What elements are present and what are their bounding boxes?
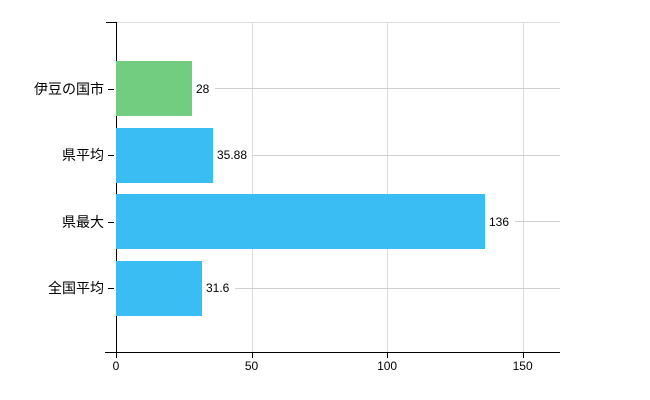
- category-label: 県平均: [62, 147, 104, 164]
- bar-row: 全国平均 31.6: [0, 260, 650, 316]
- bar: [116, 61, 192, 116]
- y-axis-line: [116, 22, 117, 352]
- vertical-gridline: [522, 22, 524, 352]
- x-axis-tick-label: 50: [244, 359, 259, 373]
- bar: [116, 194, 485, 250]
- x-axis-tick: [251, 352, 253, 358]
- plot-top-border: [116, 22, 560, 23]
- x-axis-tick: [522, 352, 524, 358]
- x-axis-line: [105, 352, 560, 353]
- x-axis-tick-label: 0: [112, 359, 120, 373]
- bar-row: 県平均 35.88: [0, 127, 650, 183]
- x-axis-tick-label: 150: [512, 359, 533, 373]
- value-label: 136: [489, 214, 510, 229]
- category-label: 県最大: [62, 213, 104, 230]
- leader-line: [253, 154, 560, 156]
- x-axis-tick: [387, 352, 389, 358]
- y-axis-category-tick: [108, 288, 114, 290]
- y-axis-category-tick: [108, 88, 114, 90]
- x-axis-tick-label: 100: [377, 359, 398, 373]
- bar: [116, 127, 213, 183]
- vertical-gridline: [251, 22, 253, 352]
- x-axis-tick: [116, 352, 117, 358]
- bar-strip: 35.88: [116, 127, 560, 183]
- bar-row: 県最大 136: [0, 194, 650, 250]
- bar-strip: 136: [116, 194, 560, 250]
- bar-strip: 28: [116, 61, 560, 116]
- leader-line: [235, 287, 560, 289]
- value-label: 35.88: [217, 148, 248, 163]
- leader-line: [515, 221, 560, 223]
- category-label: 全国平均: [48, 280, 104, 297]
- value-label: 28: [196, 81, 210, 96]
- y-axis-category-tick: [108, 155, 114, 157]
- category-label: 伊豆の国市: [34, 80, 104, 97]
- value-label: 31.6: [206, 281, 230, 296]
- bar: [116, 260, 202, 316]
- leader-line: [215, 88, 560, 89]
- bar-strip: 31.6: [116, 260, 560, 316]
- y-axis-top-tick: [106, 22, 116, 23]
- y-axis-category-tick: [108, 221, 114, 223]
- vertical-gridline: [387, 22, 389, 352]
- bar-row: 伊豆の国市 28: [0, 61, 650, 116]
